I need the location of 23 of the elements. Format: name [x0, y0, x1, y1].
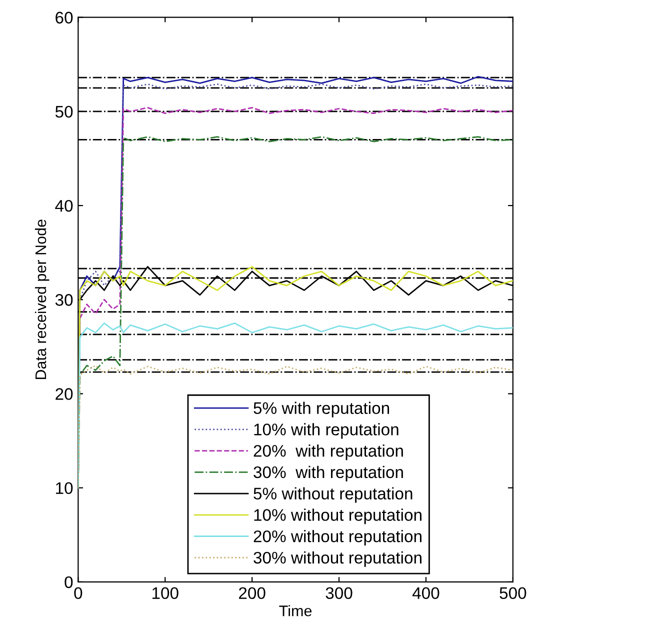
x-tick-label: 200	[239, 587, 266, 600]
y-tick-label: 0	[64, 576, 73, 588]
x-tick-label: 100	[152, 587, 178, 600]
x-tick-label: 500	[500, 587, 526, 600]
x-axis-title: Time	[279, 605, 312, 616]
y-axis-title: Data received per Node	[34, 220, 50, 380]
legend-label: 30% with reputation	[254, 466, 403, 482]
x-tick-label: 300	[326, 587, 352, 600]
legend-label: 5% without reputation	[254, 487, 412, 503]
legend-label: 5% with reputation	[254, 402, 390, 418]
legend-label: 10% without reputation	[254, 508, 422, 524]
y-tick-label: 60	[56, 12, 73, 24]
y-tick-label: 10	[56, 482, 73, 494]
x-tick-label: 0	[74, 587, 82, 600]
y-tick-label: 20	[56, 388, 73, 400]
legend-label: 30% without reputation	[254, 551, 422, 567]
legend-label: 10% with reputation	[254, 423, 398, 439]
legend-label: 20% with reputation	[254, 444, 403, 460]
y-tick-label: 30	[55, 294, 73, 306]
legend-label: 20% without reputation	[254, 530, 422, 546]
x-tick-label: 400	[412, 587, 440, 600]
y-tick-label: 50	[55, 106, 73, 118]
y-tick-label: 40	[55, 200, 73, 212]
